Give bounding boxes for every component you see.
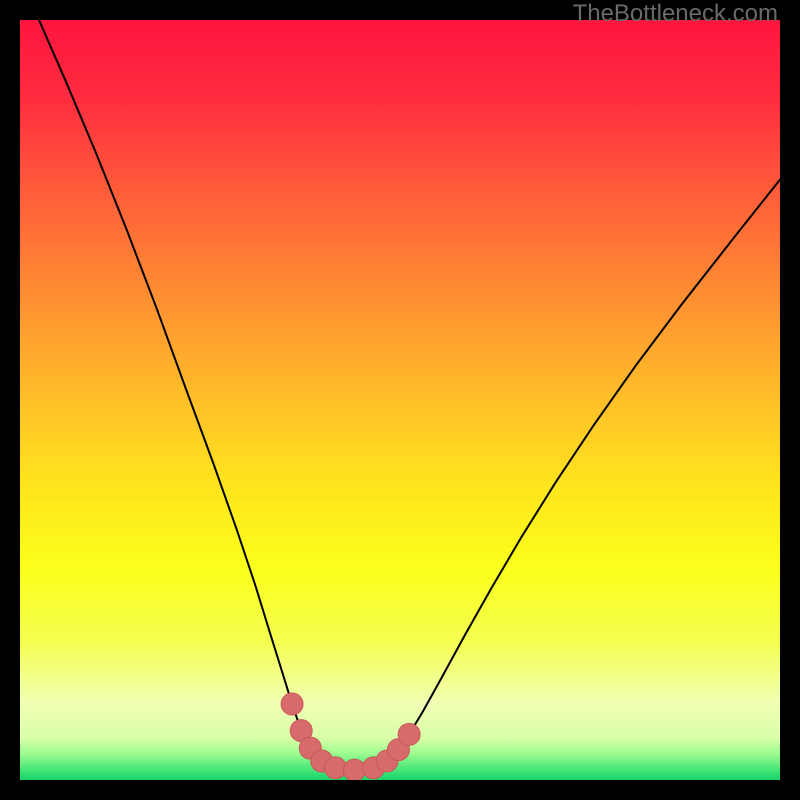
plot-area [20,20,780,780]
bottleneck-curve-layer [20,20,780,780]
bottleneck-curve [39,20,780,770]
curve-marker [398,723,420,745]
curve-marker [324,757,346,779]
watermark-text: TheBottleneck.com [573,0,778,28]
curve-marker [281,693,303,715]
curve-min-markers [281,693,420,780]
